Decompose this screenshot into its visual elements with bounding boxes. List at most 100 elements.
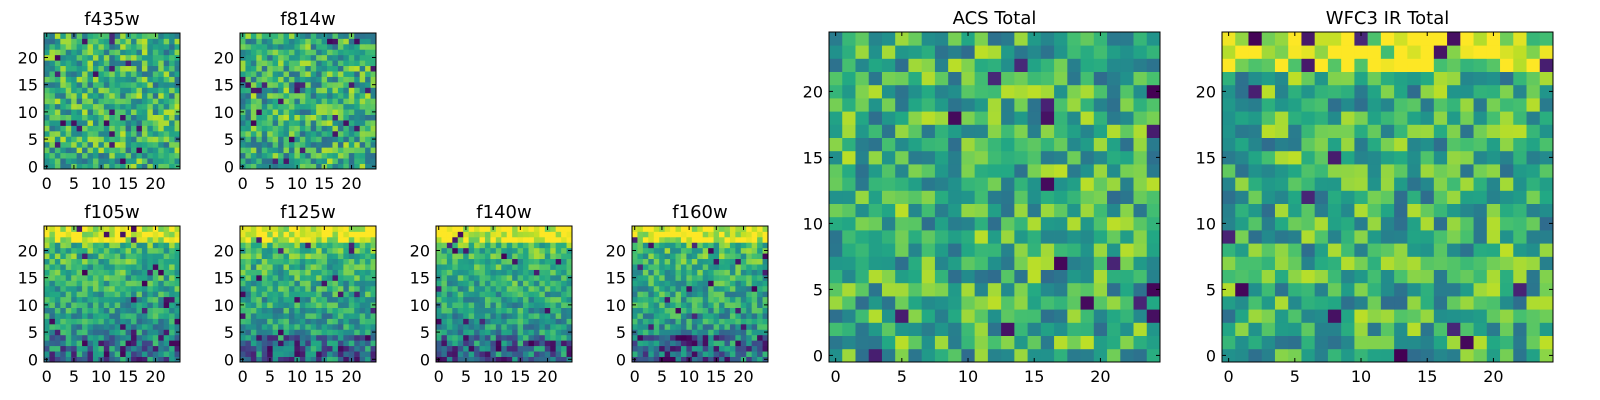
heatmap-cell [158, 313, 165, 319]
heatmap-cell [675, 247, 682, 254]
heatmap-cell [141, 236, 148, 243]
heatmap-cell [751, 236, 758, 243]
x-tick-label: 5 [657, 367, 667, 386]
heatmap-cell [54, 313, 61, 319]
heatmap-cell [337, 87, 344, 94]
heatmap-cell [348, 242, 355, 249]
heatmap-cell [719, 274, 725, 281]
heatmap-cell [506, 302, 513, 308]
heatmap-cell [332, 318, 339, 325]
heatmap-cell [120, 152, 126, 159]
heatmap-cell [288, 109, 295, 115]
heatmap-cell [948, 98, 962, 112]
heatmap-cell [653, 242, 660, 249]
heatmap-cell [49, 264, 56, 270]
heatmap-cell [136, 231, 143, 238]
heatmap-cell [169, 92, 175, 99]
heatmap-cell [305, 269, 312, 276]
heatmap-cell [125, 296, 132, 303]
heatmap-cell [868, 58, 883, 72]
heatmap-cell [974, 269, 989, 284]
heatmap-cell [740, 329, 747, 336]
heatmap-cell [245, 43, 252, 50]
heatmap-cell [1027, 282, 1042, 297]
heatmap-cell [1093, 269, 1108, 284]
heatmap-cell [1500, 243, 1514, 257]
heatmap-cell [762, 340, 769, 347]
heatmap-cell [98, 274, 105, 281]
heatmap-cell [506, 242, 513, 249]
heatmap-cell [299, 274, 306, 281]
heatmap-cell [446, 356, 453, 363]
heatmap-cell [256, 269, 263, 276]
heatmap-cell [457, 351, 464, 357]
heatmap-cell [680, 280, 687, 287]
heatmap-cell [49, 114, 56, 121]
heatmap-cell [305, 264, 312, 270]
heatmap-cell [1093, 164, 1108, 178]
heatmap-cell [294, 253, 301, 260]
heatmap-cell [713, 242, 720, 249]
heatmap-cell [512, 231, 518, 238]
heatmap-cell [762, 318, 769, 325]
heatmap-cell [653, 345, 660, 352]
heatmap-cell [92, 141, 99, 148]
heatmap-cell [103, 253, 110, 260]
heatmap-cell [528, 329, 535, 336]
heatmap-cell [98, 109, 105, 115]
heatmap-cell [1526, 203, 1541, 218]
heatmap-cell [757, 274, 763, 281]
heatmap-cell [474, 269, 480, 276]
heatmap-cell [474, 313, 480, 319]
heatmap-cell [163, 114, 170, 121]
heatmap-cell [921, 282, 936, 297]
heatmap-cell [523, 242, 529, 249]
heatmap-cell [961, 296, 976, 310]
heatmap-cell [92, 242, 99, 249]
heatmap-cell [272, 163, 279, 170]
heatmap-cell [131, 49, 137, 56]
heatmap-cell [365, 345, 371, 352]
heatmap-cell [82, 60, 88, 67]
heatmap-cell [680, 323, 687, 330]
heatmap-cell [1001, 230, 1015, 244]
heatmap-cell [98, 130, 105, 137]
heatmap-cell [136, 158, 143, 164]
heatmap-cell [278, 285, 284, 292]
heatmap-cell [120, 158, 126, 164]
heatmap-cell [648, 307, 655, 314]
heatmap-cell [305, 253, 312, 260]
heatmap-cell [152, 236, 159, 243]
heatmap-cell [934, 98, 949, 112]
heatmap-cell [1486, 335, 1501, 350]
heatmap-cell [1080, 177, 1095, 191]
heatmap-cell [245, 313, 252, 319]
heatmap-cell [147, 318, 154, 325]
heatmap-cell [868, 84, 883, 99]
heatmap-cell [1539, 190, 1554, 204]
heatmap-cell [881, 282, 896, 297]
heatmap-cell [1080, 243, 1095, 257]
heatmap-cell [87, 141, 94, 148]
heatmap-cell [343, 226, 350, 232]
heatmap-cell [365, 38, 371, 45]
heatmap-cell [278, 109, 284, 115]
heatmap-cell [359, 307, 366, 314]
heatmap-cell [1274, 150, 1289, 165]
heatmap-cell [648, 274, 655, 281]
heatmap-cell [321, 340, 328, 347]
heatmap-cell [484, 253, 491, 260]
heatmap-cell [463, 247, 470, 254]
heatmap-cell [1067, 269, 1081, 284]
heatmap-cell [637, 269, 644, 276]
heatmap-cell [250, 236, 257, 243]
heatmap-cell [147, 60, 154, 67]
heatmap-cell [278, 242, 284, 249]
heatmap-cell [250, 141, 257, 148]
heatmap-cell [294, 109, 301, 115]
heatmap-cell [337, 264, 344, 270]
heatmap-cell [71, 38, 78, 45]
heatmap-cell [686, 313, 693, 319]
heatmap-cell [1107, 190, 1121, 204]
heatmap-cell [506, 280, 513, 287]
